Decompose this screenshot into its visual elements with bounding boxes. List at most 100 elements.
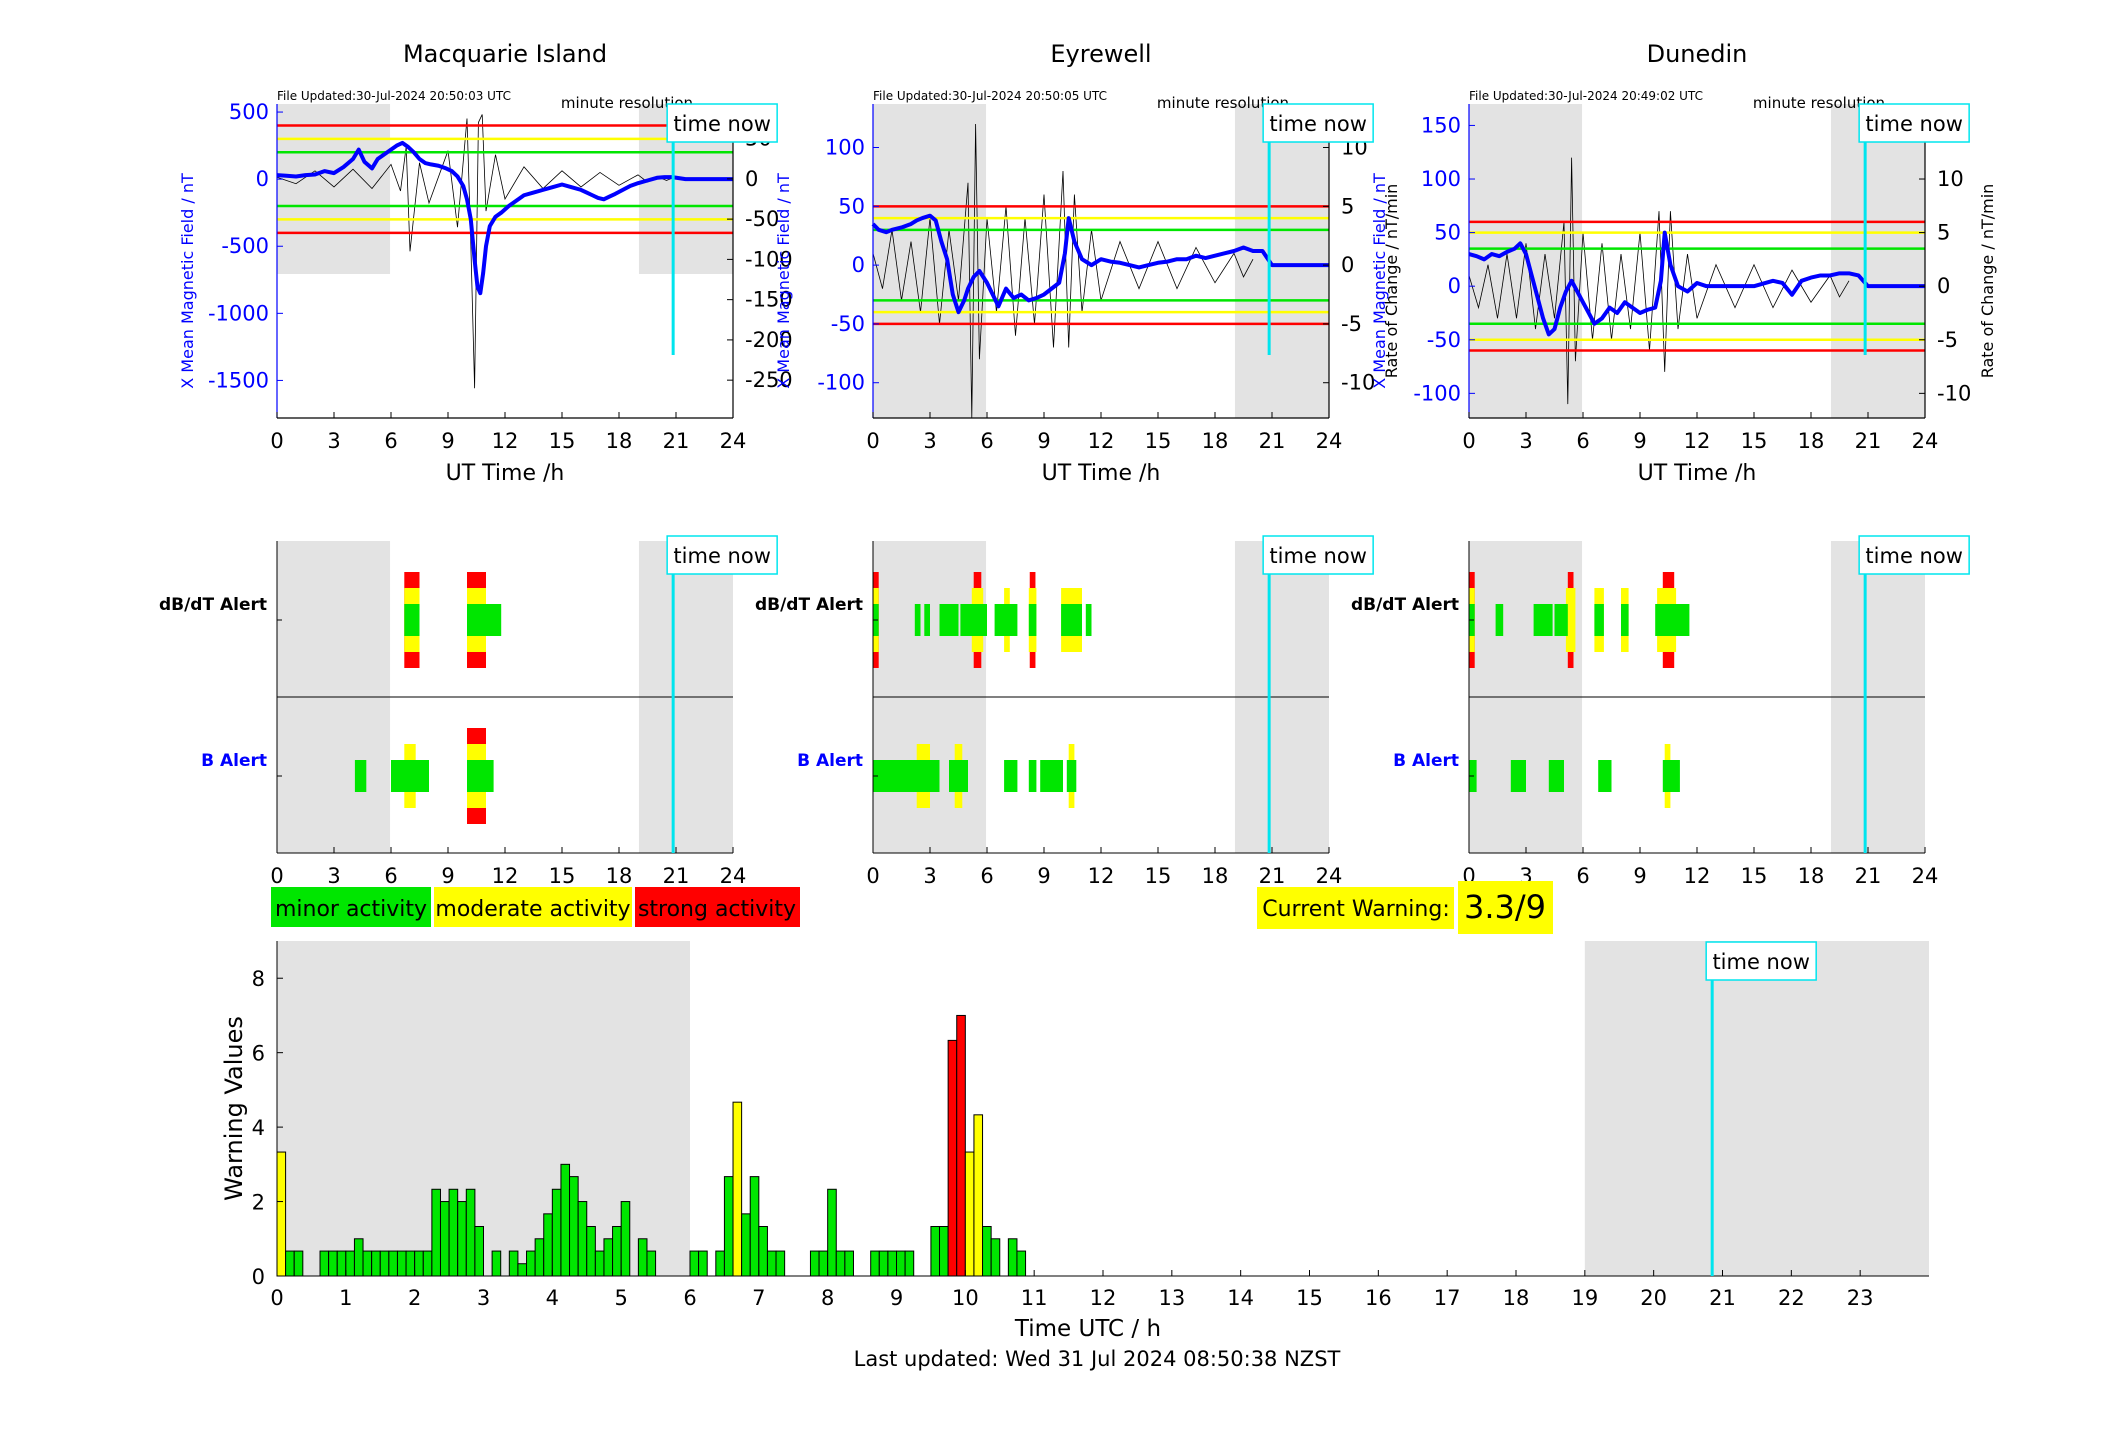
warning-bar	[379, 1250, 390, 1277]
y-tick-label-left: 500	[229, 100, 269, 124]
warning-bar	[827, 1188, 837, 1277]
warning-bar	[964, 1151, 975, 1277]
warning-bar	[396, 1250, 407, 1277]
time-now-box	[1858, 535, 1970, 575]
time-now-label: time now	[673, 112, 770, 136]
b-alert-minor	[1040, 760, 1063, 792]
dbdt-alert-minor	[1495, 604, 1504, 636]
y-tick-label: 4	[252, 1116, 265, 1140]
station-title: Dunedin	[1647, 40, 1748, 68]
x-tick-label: 14	[1227, 1286, 1254, 1310]
warning-bar	[603, 1238, 614, 1277]
x-tick-label: 9	[1037, 864, 1050, 888]
y-axis-label-left: X Mean Magnetic Field / nT	[178, 173, 197, 389]
dbdt-alert-minor	[404, 604, 420, 636]
x-tick-label: 12	[1684, 429, 1711, 453]
time-now-label: time now	[1269, 544, 1366, 568]
y-tick-label-right: -5	[1937, 328, 1958, 352]
b-alert-minor	[1028, 760, 1037, 792]
y-tick-label-left: 0	[1448, 274, 1461, 298]
warning-bar	[474, 1225, 485, 1277]
mean-field-trace	[276, 140, 733, 296]
warning-bar	[835, 1250, 846, 1277]
x-tick-label: 15	[1741, 864, 1768, 888]
legend-swatch-minor	[271, 887, 431, 927]
x-tick-label: 6	[980, 429, 993, 453]
b-alert-minor	[1004, 760, 1018, 792]
legend-swatch-strong	[635, 887, 800, 927]
x-tick-label: 21	[1709, 1286, 1736, 1310]
warning-bar	[276, 1151, 287, 1277]
warning-bar	[870, 1250, 880, 1277]
x-tick-label: 8	[821, 1286, 834, 1310]
y-tick-label-left: 100	[1421, 167, 1461, 191]
x-axis-label: UT Time /h	[1042, 461, 1161, 486]
x-tick-label: 6	[1576, 864, 1589, 888]
warning-bar	[526, 1250, 536, 1277]
b-alert-minor	[1066, 760, 1077, 792]
x-tick-label: 18	[606, 429, 633, 453]
dbdt-alert-minor	[1061, 604, 1082, 636]
x-tick-label: 9	[1633, 864, 1646, 888]
b-alert-minor	[1510, 760, 1526, 792]
night-shading	[1469, 104, 1583, 418]
warning-bar	[973, 1114, 984, 1277]
warning-bar	[586, 1225, 596, 1277]
warning-bar	[285, 1250, 295, 1277]
y-tick-label-left: -100	[1413, 381, 1461, 405]
dbdt-alert-minor	[924, 604, 930, 636]
y-tick-label-left: -500	[221, 234, 269, 258]
x-tick-label: 18	[1798, 429, 1825, 453]
b-alert-minor	[391, 760, 429, 792]
x-axis-label: UT Time /h	[1638, 461, 1757, 486]
y-tick-label-left: 50	[838, 194, 865, 218]
x-tick-label: 9	[1037, 429, 1050, 453]
warning-bar	[844, 1250, 854, 1277]
x-tick-label: 0	[270, 864, 283, 888]
warning-bar	[982, 1225, 992, 1277]
x-tick-label: 18	[1202, 429, 1229, 453]
alert-panel-2: 0 3 6 9 12 15 18 21 24 dB/dT Alert B Alert time now	[755, 535, 1374, 888]
warning-bar	[577, 1201, 588, 1277]
b-alert-label: B Alert	[1393, 751, 1459, 771]
warning-bar	[336, 1250, 347, 1277]
dbdt-alert-minor	[1028, 604, 1037, 636]
y-tick-label-left: 150	[1421, 113, 1461, 137]
current-warning-value: 3.3/9	[1464, 888, 1546, 926]
warning-bar	[491, 1250, 502, 1277]
b-alert-minor	[354, 760, 367, 792]
x-tick-label: 19	[1571, 1286, 1598, 1310]
x-tick-label: 15	[549, 429, 576, 453]
resolution-note: minute resolution	[1157, 94, 1289, 112]
x-tick-label: 6	[384, 864, 397, 888]
x-tick-label: 3	[327, 429, 340, 453]
x-tick-label: 21	[663, 429, 690, 453]
dbdt-alert-minor	[960, 604, 987, 636]
resolution-note: minute resolution	[1753, 94, 1885, 112]
dbdt-alert-label: dB/dT Alert	[159, 595, 267, 615]
warning-bar	[345, 1250, 355, 1277]
x-axis-label: UT Time /h	[446, 461, 565, 486]
warning-bar	[328, 1250, 338, 1277]
x-tick-label: 13	[1158, 1286, 1185, 1310]
dbdt-alert-minor	[467, 604, 502, 636]
y-tick-label-left: -50	[831, 312, 865, 336]
warning-bar	[775, 1250, 786, 1277]
x-tick-label: 3	[923, 864, 936, 888]
warning-bar	[741, 1213, 751, 1277]
dbdt-alert-minor	[1655, 604, 1690, 636]
warning-bar	[715, 1250, 725, 1277]
b-alert-minor	[1548, 760, 1564, 792]
warning-bar	[319, 1250, 330, 1277]
x-tick-label: 17	[1434, 1286, 1461, 1310]
x-tick-label: 12	[1088, 429, 1115, 453]
warning-bar	[646, 1250, 657, 1277]
warning-bar	[534, 1238, 545, 1277]
y-tick-label-left: 0	[852, 253, 865, 277]
x-tick-label: 12	[1684, 864, 1711, 888]
x-tick-label: 6	[384, 429, 397, 453]
dbdt-alert-minor	[994, 604, 1018, 636]
x-tick-label: 0	[866, 864, 879, 888]
